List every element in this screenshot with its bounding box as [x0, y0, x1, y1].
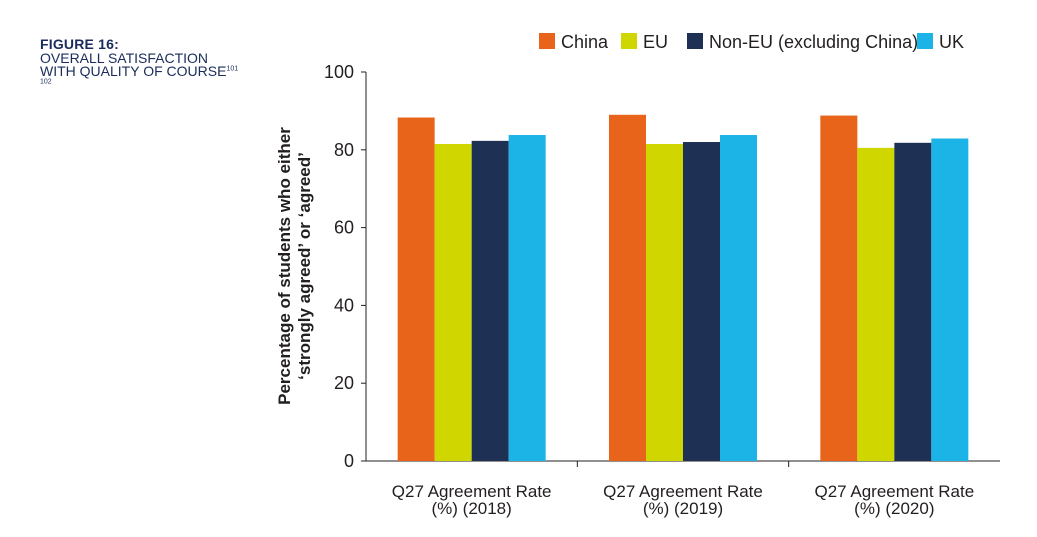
- figure-caption: FIGURE 16: OVERALL SATISFACTION WITH QUA…: [40, 36, 240, 91]
- legend-label-uk: UK: [939, 32, 964, 52]
- figure-label: FIGURE 16:: [40, 36, 120, 52]
- legend-swatch-eu: [621, 33, 637, 49]
- y-axis-label: Percentage of students who either: [275, 127, 294, 405]
- bar-uk: [931, 138, 969, 462]
- x-category-label: (%) (2020): [854, 499, 934, 518]
- bar-uk: [720, 135, 757, 461]
- figure-title-text: OVERALL SATISFACTION WITH QUALITY OF COU…: [40, 50, 227, 79]
- x-category-label: Q27 Agreement Rate: [392, 482, 552, 501]
- x-category-label: (%) (2018): [432, 499, 512, 518]
- y-tick-label: 0: [344, 451, 354, 471]
- y-tick-label: 20: [334, 373, 354, 393]
- y-tick-label: 60: [334, 218, 354, 238]
- y-tick-label: 40: [334, 295, 354, 315]
- bar-uk: [508, 135, 546, 461]
- legend-label-eu: EU: [643, 32, 668, 52]
- legend-swatch-non-eu-excluding-china: [687, 33, 703, 49]
- x-category-label: Q27 Agreement Rate: [603, 482, 763, 501]
- x-category-label: Q27 Agreement Rate: [814, 482, 974, 501]
- y-axis-label: ‘strongly agreed’ or ‘agreed’: [295, 152, 314, 380]
- legend-label-china: China: [561, 32, 609, 52]
- bar-non-eu-excluding-china: [894, 142, 932, 461]
- bar-eu: [646, 143, 683, 461]
- bar-non-eu-excluding-china: [683, 142, 720, 461]
- y-tick-label: 100: [324, 62, 354, 82]
- legend-label-non-eu-excluding-china: Non-EU (excluding China): [709, 32, 918, 52]
- x-category-label: (%) (2019): [643, 499, 723, 518]
- legend-swatch-uk: [917, 33, 933, 49]
- bar-eu: [857, 147, 895, 462]
- figure-title: OVERALL SATISFACTION WITH QUALITY OF COU…: [40, 50, 240, 91]
- legend-swatch-china: [539, 33, 555, 49]
- figure-footnotes: 101 102: [40, 65, 239, 86]
- bar-china: [609, 114, 646, 461]
- bar-china: [820, 115, 858, 462]
- bar-china: [397, 117, 435, 461]
- y-tick-label: 80: [334, 140, 354, 160]
- bar-eu: [434, 143, 472, 461]
- bar-non-eu-excluding-china: [471, 140, 509, 461]
